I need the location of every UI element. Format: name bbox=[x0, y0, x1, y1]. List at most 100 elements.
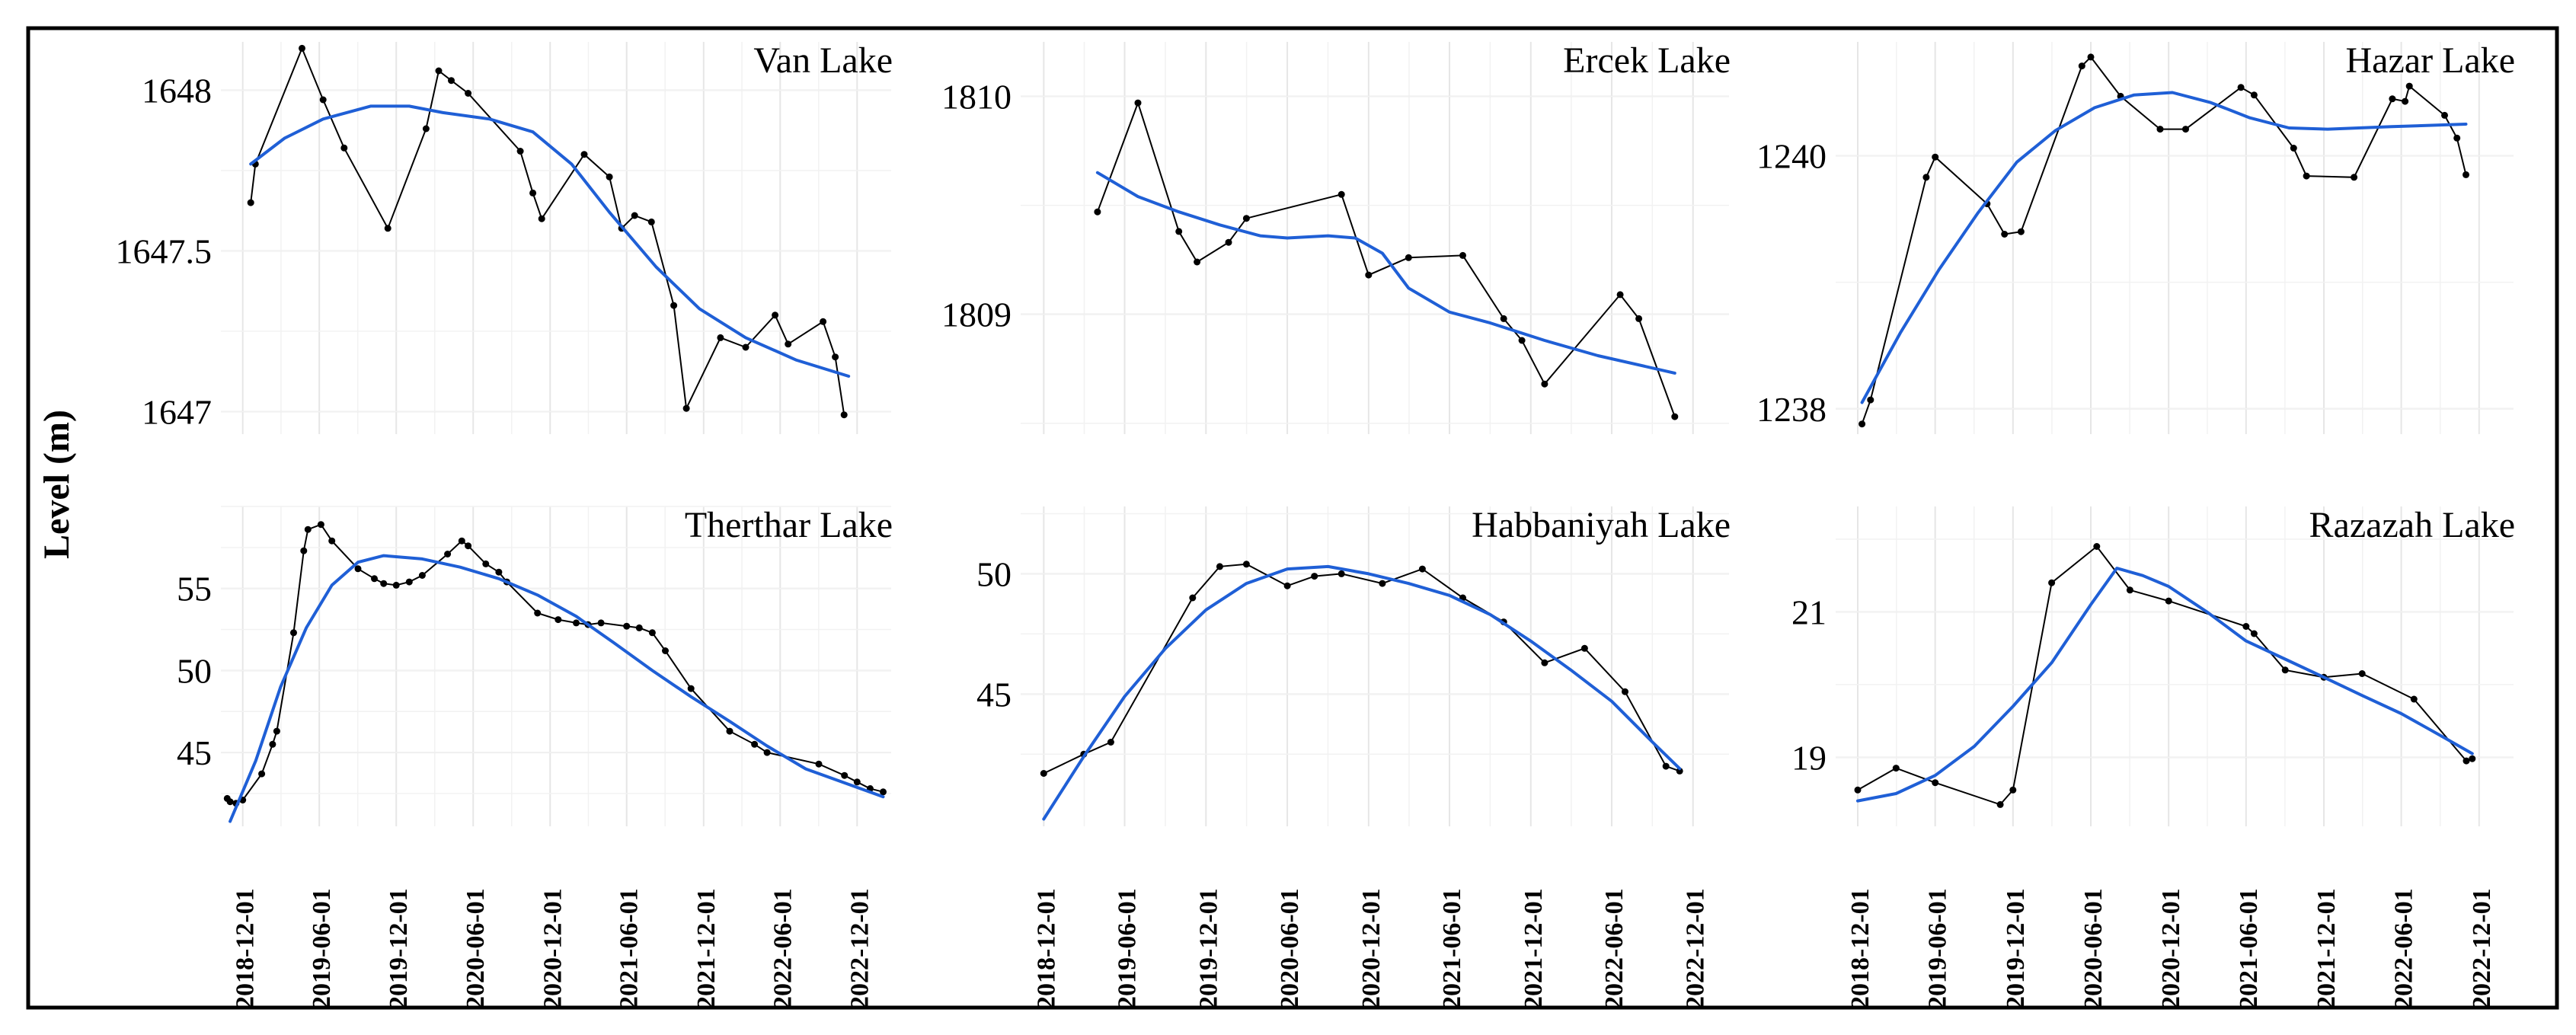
data-point bbox=[1225, 238, 1232, 246]
data-point bbox=[880, 788, 887, 796]
data-point bbox=[2453, 134, 2461, 142]
x-tick-label: 2018-12-01 bbox=[232, 888, 260, 1009]
data-point bbox=[1932, 153, 1939, 161]
data-point bbox=[1922, 174, 1930, 181]
data-point bbox=[1418, 565, 1426, 573]
data-point bbox=[1338, 570, 1345, 577]
data-point bbox=[687, 685, 695, 692]
data-point bbox=[726, 727, 733, 735]
therthar-lake-trend-line bbox=[229, 554, 885, 823]
y-tick-label: 45 bbox=[177, 733, 212, 772]
data-point bbox=[1242, 561, 1250, 568]
data-point bbox=[1216, 563, 1223, 570]
data-point bbox=[682, 404, 690, 412]
ercek-lake-trend-line bbox=[1095, 171, 1676, 375]
data-point bbox=[1365, 271, 1373, 279]
data-point bbox=[2281, 666, 2289, 674]
data-point bbox=[573, 619, 580, 627]
data-point bbox=[1854, 786, 1862, 794]
habbaniyah-lake-trend-line bbox=[1042, 564, 1682, 821]
data-point bbox=[763, 749, 771, 756]
data-point bbox=[529, 189, 537, 196]
data-point bbox=[2126, 586, 2133, 594]
data-point bbox=[405, 578, 413, 586]
data-point bbox=[670, 302, 678, 309]
data-point bbox=[2078, 62, 2085, 70]
data-point bbox=[635, 624, 643, 631]
data-point bbox=[2250, 630, 2258, 637]
data-point bbox=[269, 740, 276, 748]
data-point bbox=[597, 619, 605, 627]
x-tick-label: 2020-12-01 bbox=[2157, 888, 2185, 1009]
therthar-lake-grid bbox=[221, 506, 891, 826]
data-point bbox=[1311, 573, 1318, 580]
data-point bbox=[1662, 762, 1670, 770]
hazar-lake-title: Hazar Lake bbox=[2346, 40, 2516, 81]
y-tick-label: 1240 bbox=[1756, 137, 1827, 176]
data-point bbox=[1283, 582, 1291, 589]
data-point bbox=[1932, 779, 1939, 787]
data-point bbox=[785, 340, 792, 348]
y-tick-label: 50 bbox=[177, 651, 212, 690]
x-tick-label: 2020-06-01 bbox=[1276, 888, 1304, 1009]
x-tick-label: 2019-06-01 bbox=[1114, 888, 1142, 1009]
data-point bbox=[1405, 254, 1412, 261]
x-tick-label: 2021-06-01 bbox=[2235, 888, 2263, 1009]
data-point bbox=[1194, 258, 1201, 266]
x-tick-label: 2022-06-01 bbox=[769, 888, 797, 1009]
data-point bbox=[2087, 53, 2095, 61]
data-point bbox=[1867, 396, 1874, 404]
therthar-lake-title: Therthar Lake bbox=[685, 505, 893, 545]
x-tick-label: 2021-12-01 bbox=[692, 888, 721, 1009]
data-point bbox=[772, 311, 779, 319]
y-tick-label: 21 bbox=[1791, 593, 1827, 631]
data-point bbox=[2389, 95, 2396, 103]
data-point bbox=[226, 798, 234, 806]
ercek-lake-title: Ercek Lake bbox=[1563, 40, 1731, 81]
y-tick-label: 1647.5 bbox=[116, 232, 213, 270]
y-axis-title: Level (m) bbox=[37, 410, 77, 559]
data-point bbox=[2290, 145, 2297, 152]
data-point bbox=[853, 778, 861, 786]
data-point bbox=[1459, 251, 1466, 259]
panels: 1647 1647.5 1648 Van Lake 1809 1810 Ercek Lake… bbox=[116, 40, 2516, 1009]
data-point bbox=[2093, 543, 2101, 550]
x-tick-label: 2019-12-01 bbox=[2002, 888, 2030, 1009]
data-point bbox=[2250, 91, 2258, 99]
data-point bbox=[2242, 623, 2250, 630]
van-lake-panel: 1647 1647.5 1648 Van Lake bbox=[116, 40, 893, 434]
data-point bbox=[1338, 190, 1345, 198]
data-point bbox=[606, 173, 613, 180]
x-tick-label: 2019-12-01 bbox=[1194, 888, 1222, 1009]
data-point bbox=[623, 622, 631, 630]
data-point bbox=[1996, 800, 2004, 808]
data-point bbox=[662, 647, 669, 654]
data-point bbox=[555, 616, 562, 624]
data-point bbox=[319, 96, 327, 104]
data-point bbox=[258, 770, 266, 778]
van-lake-observed-line bbox=[250, 46, 845, 415]
data-point bbox=[647, 218, 655, 225]
x-tick-label: 2020-12-01 bbox=[1357, 888, 1385, 1009]
data-point bbox=[1580, 644, 1588, 652]
data-point bbox=[1635, 315, 1643, 322]
data-point bbox=[1622, 688, 1628, 695]
data-point bbox=[751, 740, 759, 748]
data-point bbox=[1671, 413, 1679, 420]
data-point bbox=[1541, 659, 1548, 666]
x-tick-label: 2018-12-01 bbox=[1846, 888, 1874, 1009]
x-tick-label: 2022-12-01 bbox=[1682, 888, 1710, 1009]
data-point bbox=[482, 560, 490, 567]
data-point bbox=[247, 199, 254, 206]
data-point bbox=[1676, 767, 1683, 775]
razazah-lake-grid bbox=[1836, 506, 2514, 826]
data-point bbox=[631, 212, 638, 219]
data-point bbox=[815, 760, 823, 768]
hazar-lake-trend-line bbox=[1860, 91, 2468, 404]
data-point bbox=[2165, 597, 2172, 605]
data-point bbox=[1134, 99, 1142, 107]
data-point bbox=[458, 537, 465, 545]
ercek-lake-panel: 1809 1810 Ercek Lake bbox=[941, 40, 1731, 434]
figure-border bbox=[26, 26, 2559, 1010]
data-point bbox=[1175, 228, 1183, 235]
